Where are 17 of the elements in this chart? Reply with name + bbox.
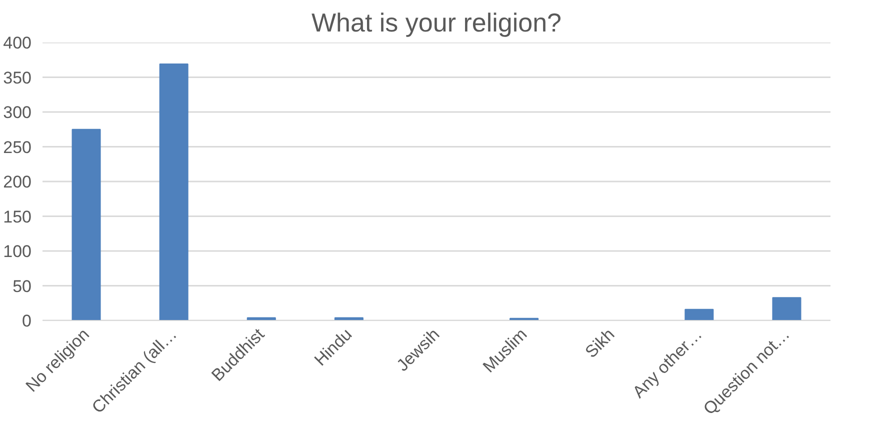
y-tick-label: 300 bbox=[3, 103, 32, 122]
y-tick-label: 100 bbox=[3, 242, 32, 261]
y-tick-label: 50 bbox=[12, 276, 32, 296]
bar bbox=[159, 64, 188, 320]
y-tick-label: 150 bbox=[3, 207, 32, 226]
bar bbox=[684, 308, 714, 320]
y-tick-label: 350 bbox=[3, 68, 32, 88]
bar bbox=[772, 297, 802, 320]
y-tick-label: 250 bbox=[3, 138, 32, 157]
y-tick-label: 400 bbox=[3, 34, 32, 52]
bar bbox=[334, 317, 364, 320]
y-tick-label: 0 bbox=[22, 312, 32, 330]
bar bbox=[72, 128, 101, 320]
chart-title: What is your religion? bbox=[312, 8, 562, 38]
x-tick-label: Sikh bbox=[582, 324, 618, 362]
y-tick-label: 200 bbox=[3, 172, 32, 192]
bar bbox=[246, 317, 276, 320]
